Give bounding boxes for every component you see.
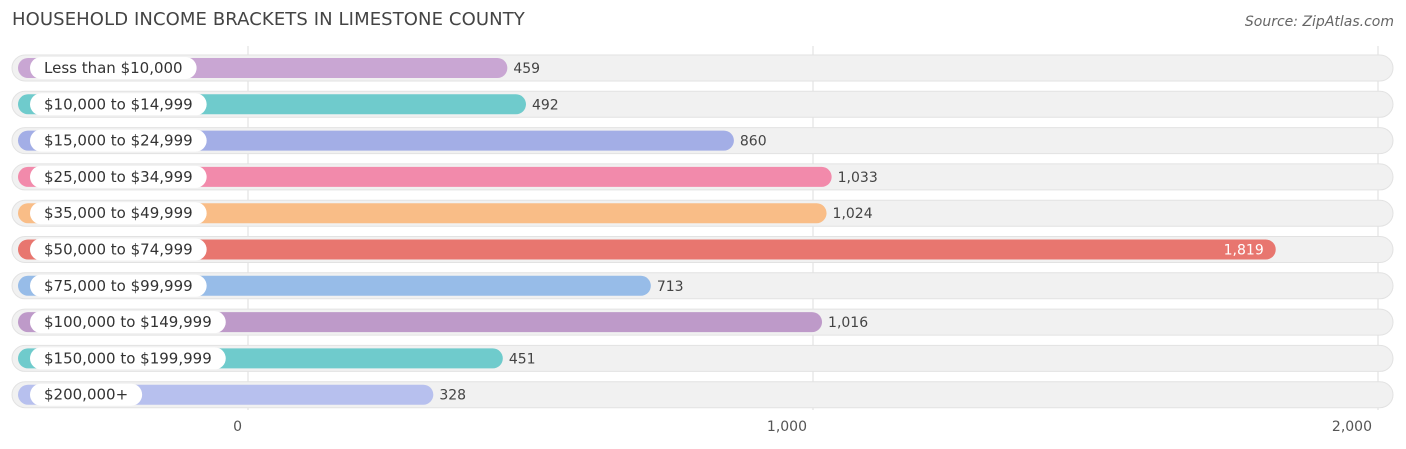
value-label: 860 — [740, 134, 767, 150]
category-label-pill: $15,000 to $24,999 — [30, 129, 207, 152]
category-pill-bg — [30, 202, 207, 225]
category-pill-bg — [30, 57, 197, 79]
bars: Less than $10,000 459 $10,000 to $14,999 49… — [18, 57, 1276, 406]
category-pill-bg — [30, 311, 226, 334]
category-label-pill: $35,000 to $49,999 — [30, 202, 207, 225]
value-label: 459 — [513, 61, 540, 77]
category-label-pill: $50,000 to $74,999 — [30, 238, 207, 261]
category-label: $25,000 to $34,999 — [44, 168, 193, 186]
category-pill-bg — [30, 274, 207, 297]
chart-title: HOUSEHOLD INCOME BRACKETS IN LIMESTONE C… — [12, 9, 525, 30]
x-tick-label: 1,000 — [767, 419, 807, 435]
category-label-pill: $150,000 to $199,999 — [30, 347, 226, 370]
bar — [18, 239, 1276, 260]
bar — [18, 203, 827, 224]
category-label-pill: $10,000 to $14,999 — [30, 93, 207, 116]
category-pill-bg — [30, 93, 207, 116]
category-label: $100,000 to $149,999 — [44, 313, 212, 331]
category-label: $15,000 to $24,999 — [44, 132, 193, 150]
category-label-pill: $200,000+ — [30, 383, 143, 406]
x-tick-label: 2,000 — [1332, 419, 1372, 435]
x-tick-label: 0 — [233, 419, 242, 435]
category-label: $200,000+ — [44, 386, 128, 404]
category-pill-bg — [30, 383, 143, 406]
category-label-pill: $25,000 to $34,999 — [30, 165, 207, 188]
category-label: $50,000 to $74,999 — [44, 241, 193, 259]
category-label-pill: Less than $10,000 — [30, 57, 197, 79]
category-label: $150,000 to $199,999 — [44, 349, 212, 367]
category-pill-bg — [30, 238, 207, 261]
category-label-pill: $75,000 to $99,999 — [30, 274, 207, 297]
category-label-pill: $100,000 to $149,999 — [30, 311, 226, 334]
value-label: 328 — [439, 388, 466, 404]
value-label: 1,819 — [1224, 243, 1264, 259]
bar — [18, 166, 832, 187]
category-pill-bg — [30, 347, 226, 370]
category-label: Less than $10,000 — [44, 59, 183, 77]
source-note: Source: ZipAtlas.com — [1244, 14, 1394, 30]
category-label: $10,000 to $14,999 — [44, 95, 193, 113]
value-label: 713 — [657, 279, 684, 295]
value-label: 1,033 — [838, 170, 878, 186]
value-label: 1,016 — [828, 315, 868, 331]
category-pill-bg — [30, 129, 207, 152]
category-pill-bg — [30, 165, 207, 188]
category-label: $75,000 to $99,999 — [44, 277, 193, 295]
value-label: 1,024 — [833, 206, 873, 222]
value-label: 492 — [532, 97, 559, 113]
value-label: 451 — [509, 351, 536, 367]
category-label: $35,000 to $49,999 — [44, 204, 193, 222]
x-axis-ticks: 0 1,000 2,000 — [233, 419, 1372, 435]
